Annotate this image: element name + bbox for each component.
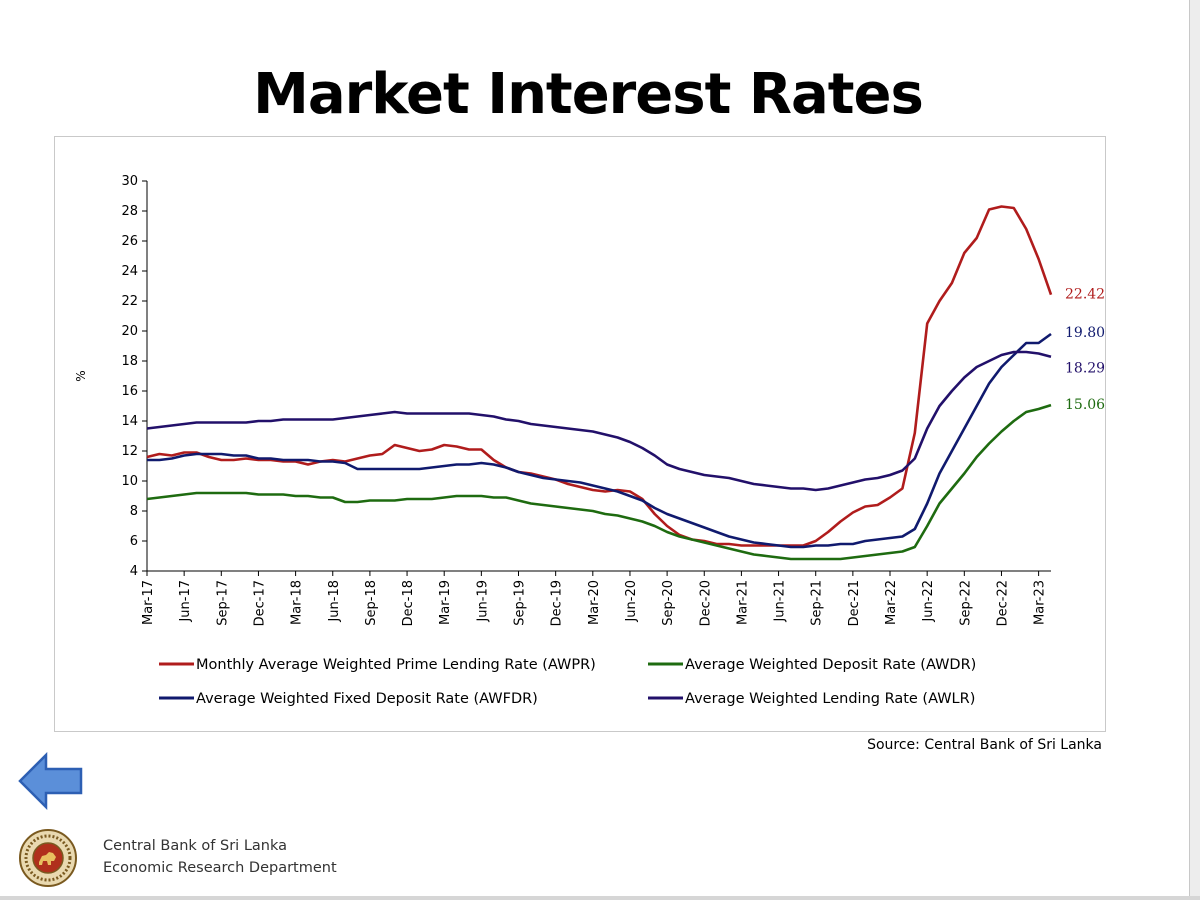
- y-tick-label: 28: [121, 204, 138, 219]
- y-tick-label: 20: [121, 324, 138, 339]
- x-tick-label: Mar-22: [884, 580, 899, 625]
- footer-organization: Central Bank of Sri Lanka: [103, 838, 288, 854]
- x-tick-label: Mar-19: [438, 580, 453, 625]
- series-line-awdr: [146, 403, 1052, 561]
- x-tick-label: Sep-17: [215, 580, 230, 626]
- x-tick-label: Dec-21: [847, 580, 862, 626]
- x-tick-label: Jun-20: [624, 580, 639, 623]
- series-line-awpr: [146, 205, 1053, 547]
- x-tick-label: Jun-17: [178, 580, 193, 623]
- legend-label-awdr: Average Weighted Deposit Rate (AWDR): [685, 657, 976, 673]
- x-tick-label: Dec-19: [550, 580, 565, 626]
- window-edge-bottom: [0, 896, 1200, 900]
- chart-frame: 4 6 8 10 12 14 16 18 20 22 24 26 28 30% Mar-17 Jun-17 Se…: [54, 136, 1106, 732]
- legend-label-awlr: Average Weighted Lending Rate (AWLR): [685, 691, 975, 707]
- footer-department: Economic Research Department: [103, 860, 337, 876]
- y-tick-label: 22: [121, 294, 138, 309]
- x-tick-label: Dec-18: [401, 580, 416, 626]
- window-edge: [1189, 0, 1200, 900]
- y-tick-label: 24: [121, 264, 138, 279]
- y-tick-label: 12: [121, 444, 138, 459]
- x-tick-label: Sep-20: [661, 580, 676, 626]
- slide-title: Market Interest Rates: [253, 62, 924, 127]
- series-line-awlr: [146, 350, 1052, 492]
- end-value-label-awpr: 22.42: [1065, 287, 1105, 303]
- line-chart: 4 6 8 10 12 14 16 18 20 22 24 26 28 30% Mar-17 Jun-17 Se…: [74, 174, 1105, 707]
- x-tick-label: Mar-20: [587, 580, 602, 625]
- end-value-label-awfdr: 19.80: [1065, 325, 1105, 341]
- x-tick-label: Mar-18: [290, 580, 305, 625]
- y-tick-label: 30: [121, 174, 138, 189]
- legend-label-awfdr: Average Weighted Fixed Deposit Rate (AWF…: [196, 691, 538, 707]
- legend-label-awpr: Monthly Average Weighted Prime Lending R…: [196, 657, 596, 673]
- end-value-label-awlr: 18.29: [1065, 361, 1105, 377]
- y-tick-label: 6: [130, 534, 138, 549]
- x-tick-label: Sep-21: [810, 580, 825, 626]
- y-tick-label: 10: [121, 474, 138, 489]
- x-tick-label: Mar-21: [735, 580, 750, 625]
- x-tick-label: Mar-23: [1033, 580, 1048, 625]
- y-axis-label: %: [74, 370, 88, 381]
- y-tick-label: 4: [130, 564, 138, 579]
- y-tick-label: 16: [121, 384, 138, 399]
- x-tick-label: Dec-17: [252, 580, 267, 626]
- x-tick-label: Sep-18: [364, 580, 379, 626]
- x-tick-label: Jun-21: [773, 580, 788, 623]
- y-tick-label: 26: [121, 234, 138, 249]
- x-tick-label: Jun-18: [327, 580, 342, 623]
- central-bank-seal-icon: [19, 829, 77, 887]
- x-tick-label: Dec-22: [995, 580, 1010, 626]
- x-tick-label: Jun-19: [475, 580, 490, 623]
- x-tick-label: Sep-22: [958, 580, 973, 626]
- end-value-label-awdr: 15.06: [1065, 397, 1105, 413]
- x-tick-label: Jun-22: [921, 580, 936, 623]
- source-note: Source: Central Bank of Sri Lanka: [867, 737, 1102, 753]
- x-tick-label: Sep-19: [513, 580, 528, 626]
- y-tick-label: 18: [121, 354, 138, 369]
- series-line-awfdr: [147, 332, 1052, 549]
- left-arrow-icon[interactable]: [18, 752, 84, 810]
- x-tick-label: Dec-20: [698, 580, 713, 626]
- y-tick-label: 8: [130, 504, 138, 519]
- x-tick-label: Mar-17: [141, 580, 156, 625]
- y-tick-label: 14: [121, 414, 138, 429]
